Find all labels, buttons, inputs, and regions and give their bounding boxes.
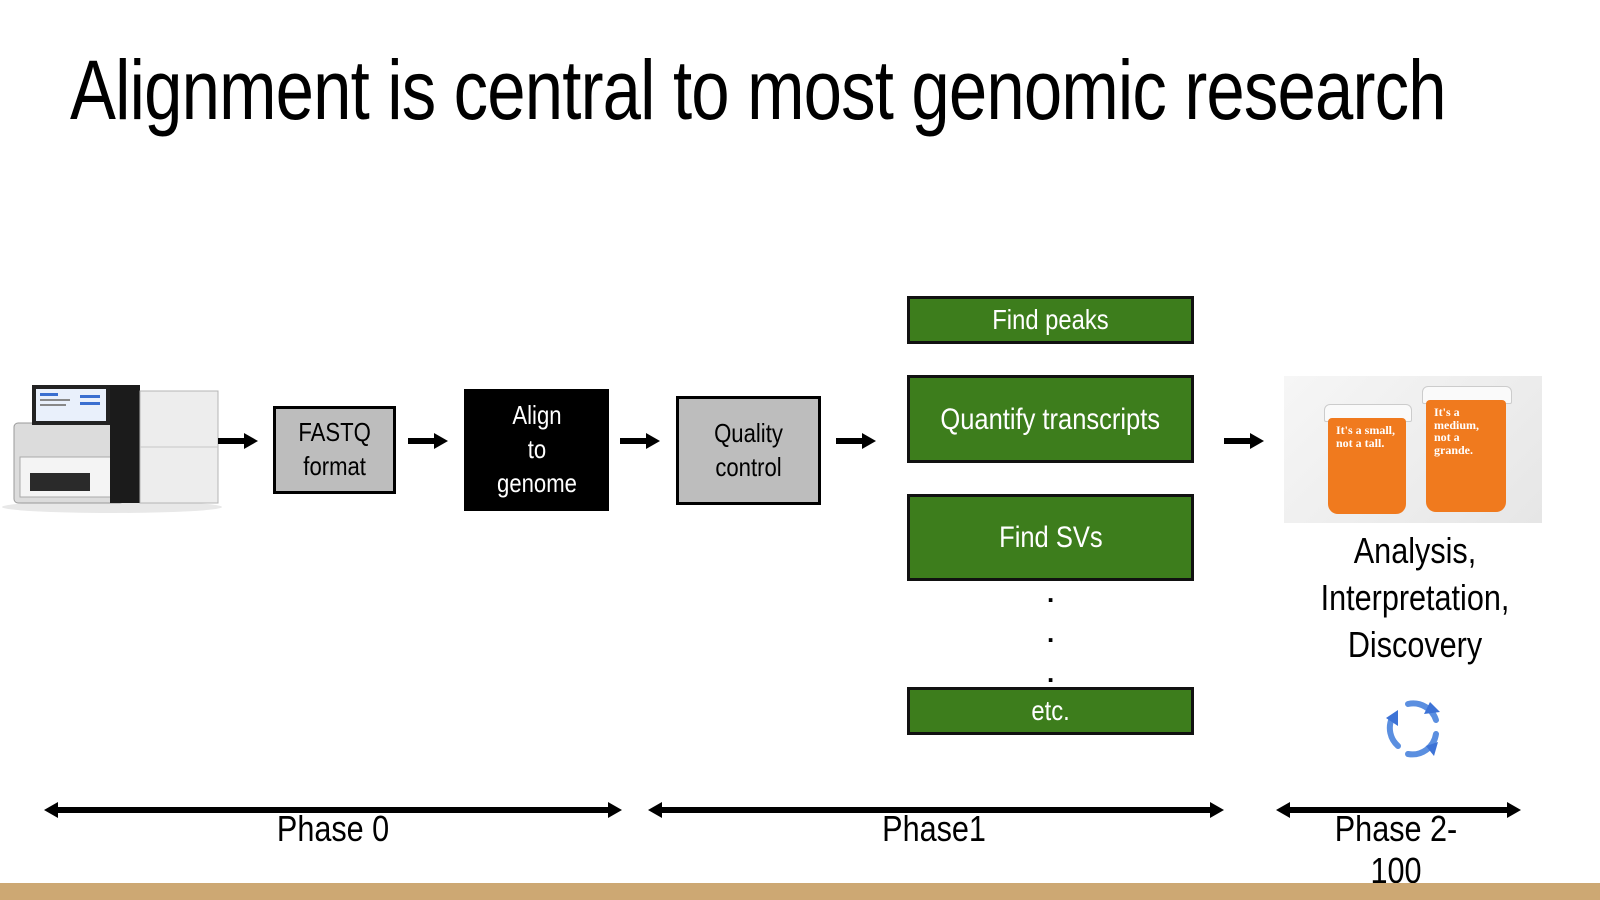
cycle-icon xyxy=(1386,700,1440,758)
align-to-genome-box: Align to genome xyxy=(464,389,609,511)
fastq-format-box: FASTQ format xyxy=(273,406,396,494)
find-peaks-box: Find peaks xyxy=(907,296,1194,344)
phase-2-100-label: Phase 2-100 xyxy=(1334,808,1458,891)
arrow-icon xyxy=(408,433,448,449)
sequencer-image xyxy=(0,385,225,515)
find-svs-label: Find SVs xyxy=(998,521,1103,554)
find-svs-box: Find SVs xyxy=(907,494,1194,581)
find-peaks-label: Find peaks xyxy=(992,303,1109,335)
etc-box: etc. xyxy=(907,687,1194,735)
phase1-double-arrow xyxy=(648,802,1224,818)
ellipsis-dot: . xyxy=(1047,578,1055,608)
quality-control-label: Quality control xyxy=(714,417,783,482)
ellipsis-dot: . xyxy=(1047,618,1055,648)
arrow-icon xyxy=(620,433,660,449)
fastq-format-label: FASTQ format xyxy=(298,417,371,481)
quantify-transcripts-label: Quantify transcripts xyxy=(940,402,1161,436)
medium-cup: It's a medium, not a grande. xyxy=(1426,400,1506,512)
phase-1-label: Phase1 xyxy=(882,808,986,849)
phase2-double-arrow xyxy=(1276,802,1521,818)
phase-0-label: Phase 0 xyxy=(276,808,390,849)
arrow-icon xyxy=(836,433,876,449)
phase0-double-arrow xyxy=(44,802,622,818)
small-cup: It's a small, not a tall. xyxy=(1328,418,1406,514)
coffee-cups-photo: It's a small, not a tall. It's a medium,… xyxy=(1284,376,1542,523)
result-line-3: Discovery xyxy=(1347,623,1483,665)
quantify-transcripts-box: Quantify transcripts xyxy=(907,375,1194,463)
small-cup-text: It's a small, not a tall. xyxy=(1336,423,1396,450)
footer-bar xyxy=(0,883,1600,900)
analysis-text: Analysis, Interpretation, Discovery xyxy=(1270,528,1560,668)
result-line-2: Interpretation, xyxy=(1320,576,1510,618)
ellipsis-dot: . xyxy=(1047,658,1055,688)
medium-cup-text: It's a medium, not a grande. xyxy=(1434,405,1479,457)
etc-label: etc. xyxy=(1031,694,1070,726)
result-line-1: Analysis, xyxy=(1353,530,1477,571)
arrow-icon xyxy=(1224,433,1264,449)
page-title: Alignment is central to most genomic res… xyxy=(70,43,1447,137)
arrow-icon xyxy=(218,433,258,449)
quality-control-box: Quality control xyxy=(676,396,821,505)
align-to-genome-label: Align to genome xyxy=(496,400,577,498)
